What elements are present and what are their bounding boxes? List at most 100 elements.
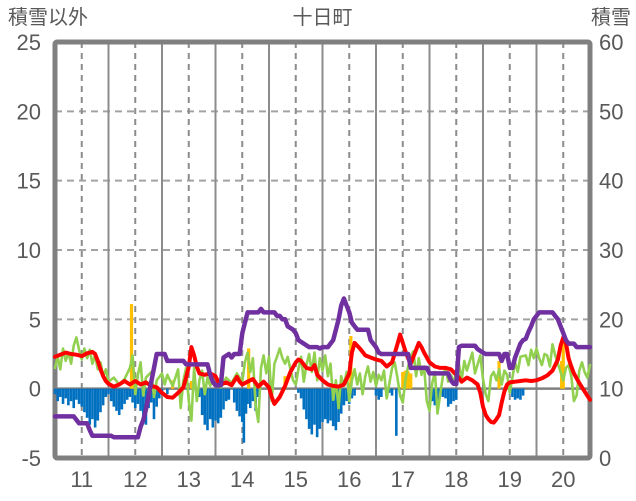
blue-bars-bar [444, 388, 447, 399]
x-tick-label-15: 15 [284, 467, 308, 492]
blue-bars-bar [345, 388, 348, 402]
gold-bars-bar [189, 381, 194, 389]
chart-title: 十日町 [292, 7, 353, 29]
blue-bars-bar [206, 388, 209, 431]
blue-bars-bar [208, 388, 212, 420]
blue-bars-bar [390, 388, 394, 396]
blue-bars-bar [246, 388, 249, 404]
blue-bars-bar [75, 388, 78, 400]
left-tick-label-15: 15 [17, 169, 41, 194]
blue-bars-bar [232, 388, 236, 403]
blue-bars-bar [511, 388, 514, 397]
blue-bars-bar [331, 388, 335, 427]
blue-bars-bar [326, 388, 330, 424]
blue-bars-bar [64, 388, 67, 399]
blue-bars-bar [446, 388, 450, 407]
blue-bars-bar [323, 388, 327, 420]
x-tick-label-19: 19 [498, 467, 522, 492]
blue-bars-bar [227, 388, 231, 400]
blue-bars-bar [99, 388, 102, 413]
blue-bars-bar [112, 388, 116, 407]
blue-bars-bar [155, 388, 158, 407]
blue-bars-bar [91, 388, 94, 420]
left-axis-title: 積雪以外 [8, 7, 88, 29]
left-tick-label--5: -5 [21, 446, 41, 471]
blue-bars-bar [433, 388, 437, 406]
blue-bars-bar [109, 388, 113, 402]
blue-bars-bar [77, 388, 81, 404]
right-tick-label-0: 0 [599, 446, 611, 471]
blue-bars-bar [128, 388, 132, 397]
blue-bars-bar [115, 388, 118, 411]
blue-bars-bar [299, 388, 303, 399]
blue-bars-bar [211, 388, 215, 428]
blue-bars-bar [107, 388, 110, 395]
gold-bars-bar [129, 304, 134, 389]
blue-bars-bar [53, 388, 57, 395]
blue-bars-bar [80, 388, 84, 407]
blue-bars-bar [251, 388, 255, 402]
blue-bars-bar [380, 388, 383, 397]
left-tick-label-20: 20 [17, 99, 41, 124]
blue-bars-bar [313, 388, 316, 425]
left-tick-label-0: 0 [29, 377, 41, 402]
right-tick-label-20: 20 [599, 307, 623, 332]
blue-bars-bar [69, 388, 73, 402]
gold-bars-bar [561, 340, 565, 389]
blue-bars-bar [315, 388, 319, 438]
blue-bars-bar [59, 388, 62, 397]
blue-bars-bar [329, 388, 332, 421]
x-tick-label-17: 17 [391, 467, 415, 492]
right-tick-label-40: 40 [599, 169, 623, 194]
x-tick-label-12: 12 [123, 467, 147, 492]
purple-snow-depth-line [52, 296, 593, 440]
blue-bars-bar [67, 388, 70, 406]
blue-bars-bar [136, 388, 140, 404]
blue-bars-bar [334, 388, 338, 431]
gold-bars-bar [409, 373, 413, 389]
blue-bars-bar [441, 388, 445, 397]
x-tick-label-13: 13 [177, 467, 201, 492]
blue-bars-bar [214, 388, 217, 421]
blue-bars-bar [513, 388, 517, 400]
blue-bars-bar [96, 388, 100, 421]
blue-bars-bar [305, 388, 308, 420]
blue-bars-bar [224, 388, 228, 402]
right-tick-label-10: 10 [599, 377, 623, 402]
blue-bars-bar [342, 388, 346, 406]
right-tick-label-30: 30 [599, 238, 623, 263]
blue-bars-bar [139, 388, 142, 411]
blue-bars-bar [321, 388, 324, 422]
blue-bars-bar [374, 388, 378, 396]
x-tick-label-16: 16 [337, 467, 361, 492]
blue-bars-bar [257, 388, 260, 397]
blue-bars-bar [248, 388, 252, 409]
blue-bars-bar [377, 388, 380, 400]
blue-bars-bar [307, 388, 311, 429]
blue-bars-bar [123, 388, 126, 404]
blue-bars-bar [521, 388, 525, 396]
blue-bars-bar [125, 388, 129, 400]
x-tick-label-11: 11 [70, 467, 93, 492]
right-tick-label-60: 60 [599, 30, 623, 55]
blue-bars-bar [242, 388, 246, 443]
blue-bars-bar [516, 388, 520, 399]
blue-bars-bar [519, 388, 522, 400]
blue-bars-bar [133, 388, 137, 409]
blue-bars-bar [198, 388, 201, 397]
blue-bars-bar [152, 388, 156, 420]
blue-bars-bar [454, 388, 458, 400]
plot-border [52, 39, 593, 461]
blue-bars-bar [61, 388, 65, 404]
blue-bars-bar [72, 388, 76, 409]
blue-bars-bar [302, 388, 306, 410]
blue-bars-bar [88, 388, 92, 425]
blue-bars-bar [117, 388, 121, 416]
blue-bars-bar [318, 388, 322, 429]
x-tick-label-18: 18 [444, 467, 468, 492]
blue-bars-bar [353, 388, 356, 396]
blue-bars-bar [131, 388, 134, 403]
blue-bars-bar [158, 388, 161, 399]
blue-bars-bar [141, 388, 145, 417]
